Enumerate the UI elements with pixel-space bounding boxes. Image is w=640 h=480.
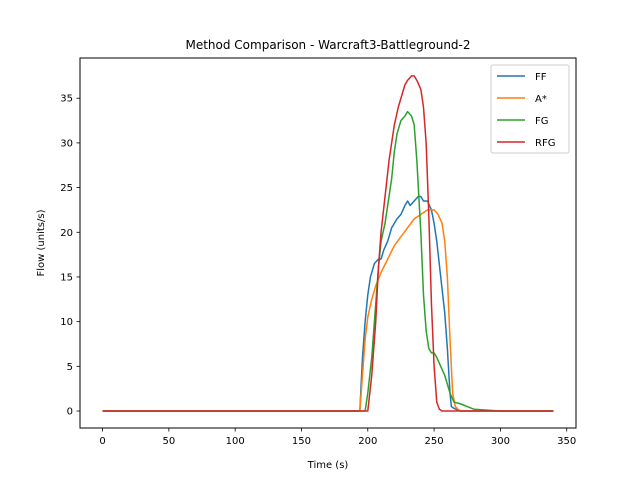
legend-label: FG [535,116,549,127]
y-tick-label: 20 [60,228,73,239]
legend: FF A* FG RFG [491,65,569,153]
chart-title: Method Comparison - Warcraft3-Battlegrou… [185,38,470,52]
legend-label: FF [535,72,547,83]
y-tick-label: 10 [60,317,73,328]
y-axis-label: Flow (units/s) [36,209,47,276]
legend-box [491,65,569,153]
x-tick-label: 350 [557,436,576,447]
x-tick-label: 300 [491,436,510,447]
y-tick-label: 30 [60,138,73,149]
y-tick-label: 15 [60,272,73,283]
y-tick-label: 0 [67,407,73,418]
x-tick-label: 200 [358,436,377,447]
x-tick-label: 150 [292,436,311,447]
x-tick-label: 250 [425,436,444,447]
x-axis-label: Time (s) [307,460,349,471]
x-tick-label: 0 [99,436,105,447]
legend-label: RFG [535,138,555,149]
x-tick-label: 100 [226,436,245,447]
y-tick-label: 25 [60,183,73,194]
x-tick-label: 50 [162,436,175,447]
legend-label: A* [535,94,547,105]
y-tick-label: 35 [60,94,73,105]
y-tick-label: 5 [67,362,73,373]
